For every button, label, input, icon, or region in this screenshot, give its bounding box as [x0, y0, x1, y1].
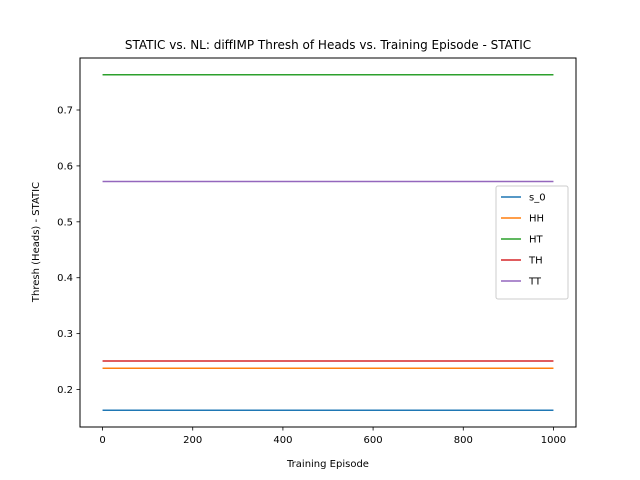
legend-label: s_0 — [529, 193, 546, 204]
y-axis-label: Thresh (Heads) - STATIC — [31, 182, 42, 303]
y-axis: 0.2 0.3 0.4 0.5 0.6 0.7 — [57, 105, 80, 396]
legend: s_0 HH HT TH TT — [495, 185, 569, 300]
legend-label: HT — [529, 235, 544, 246]
chart-title: STATIC vs. NL: diffIMP Thresh of Heads v… — [125, 38, 531, 52]
x-tick-label: 800 — [454, 435, 473, 446]
y-tick-label: 0.2 — [57, 385, 73, 396]
x-tick-label: 200 — [183, 435, 202, 446]
legend-label: TH — [528, 256, 543, 267]
x-tick-label: 400 — [273, 435, 292, 446]
x-tick-label: 0 — [99, 435, 105, 446]
plot-frame — [79, 57, 577, 428]
x-tick-label: 1000 — [541, 435, 566, 446]
y-tick-label: 0.4 — [57, 273, 73, 284]
y-tick-label: 0.3 — [57, 329, 73, 340]
legend-box — [495, 185, 569, 300]
plot-lines — [102, 74, 554, 411]
y-tick-label: 0.6 — [57, 161, 73, 172]
x-tick-label: 600 — [364, 435, 383, 446]
y-tick-label: 0.7 — [57, 105, 73, 116]
legend-label: TT — [528, 277, 542, 288]
x-axis: 0 200 400 600 800 1000 — [99, 427, 566, 446]
y-tick-label: 0.5 — [57, 217, 73, 228]
legend-label: HH — [529, 214, 544, 225]
x-axis-label: Training Episode — [286, 459, 369, 470]
